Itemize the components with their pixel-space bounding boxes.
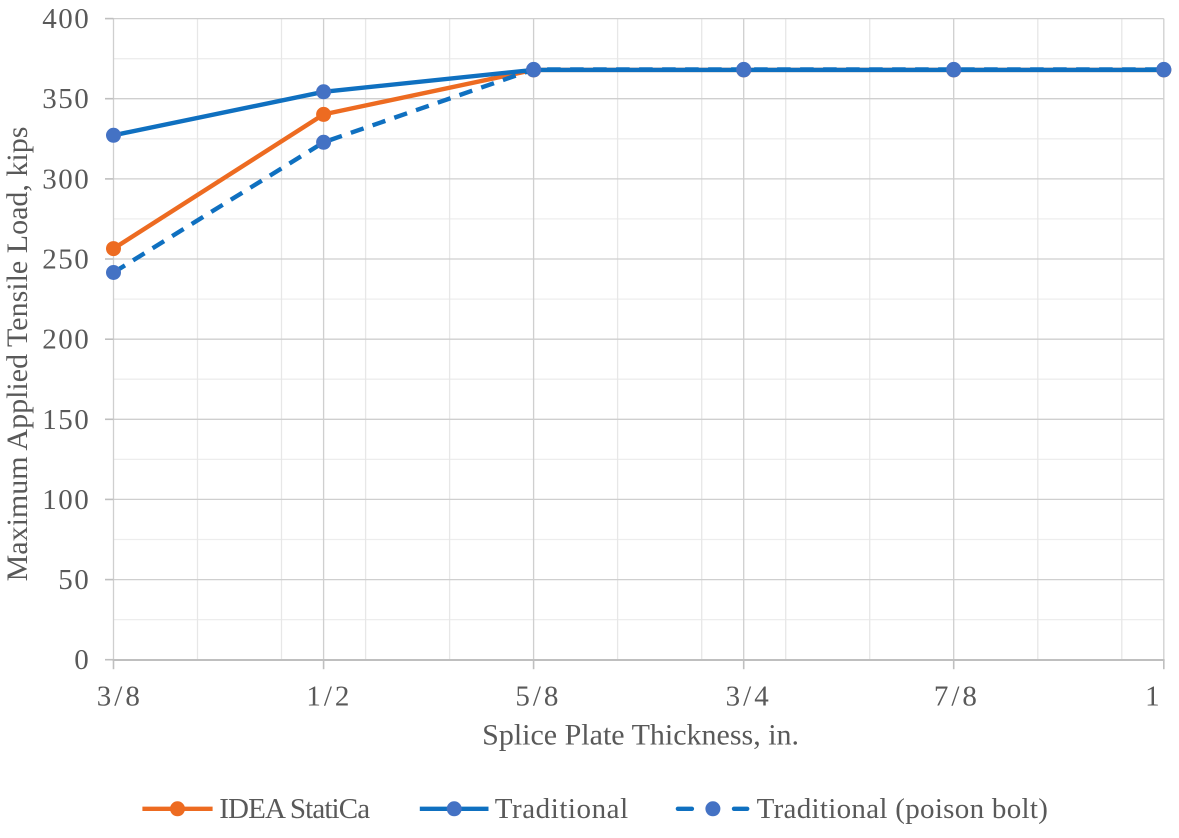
svg-text:0: 0 [74, 644, 90, 676]
svg-text:50: 50 [58, 564, 90, 596]
svg-text:250: 250 [42, 244, 90, 276]
svg-text:3/4: 3/4 [726, 680, 772, 712]
svg-text:1/2: 1/2 [306, 680, 352, 712]
svg-text:IDEA StatiCa: IDEA StatiCa [219, 793, 370, 825]
svg-text:3/8: 3/8 [97, 680, 143, 712]
svg-text:350: 350 [42, 83, 90, 115]
svg-text:Traditional: Traditional [495, 793, 629, 825]
svg-text:150: 150 [42, 404, 90, 436]
svg-text:300: 300 [42, 163, 90, 195]
svg-text:Splice Plate Thickness, in.: Splice Plate Thickness, in. [482, 719, 799, 752]
svg-text:7/8: 7/8 [934, 680, 980, 712]
svg-text:Maximum Applied Tensile Load,: Maximum Applied Tensile Load, kips [1, 127, 34, 582]
svg-text:5/8: 5/8 [515, 680, 561, 712]
svg-text:1: 1 [1145, 680, 1163, 712]
svg-text:400: 400 [42, 3, 90, 35]
svg-text:Traditional (poison bolt): Traditional (poison bolt) [757, 793, 1049, 825]
svg-text:200: 200 [42, 324, 90, 356]
svg-text:100: 100 [42, 484, 90, 516]
